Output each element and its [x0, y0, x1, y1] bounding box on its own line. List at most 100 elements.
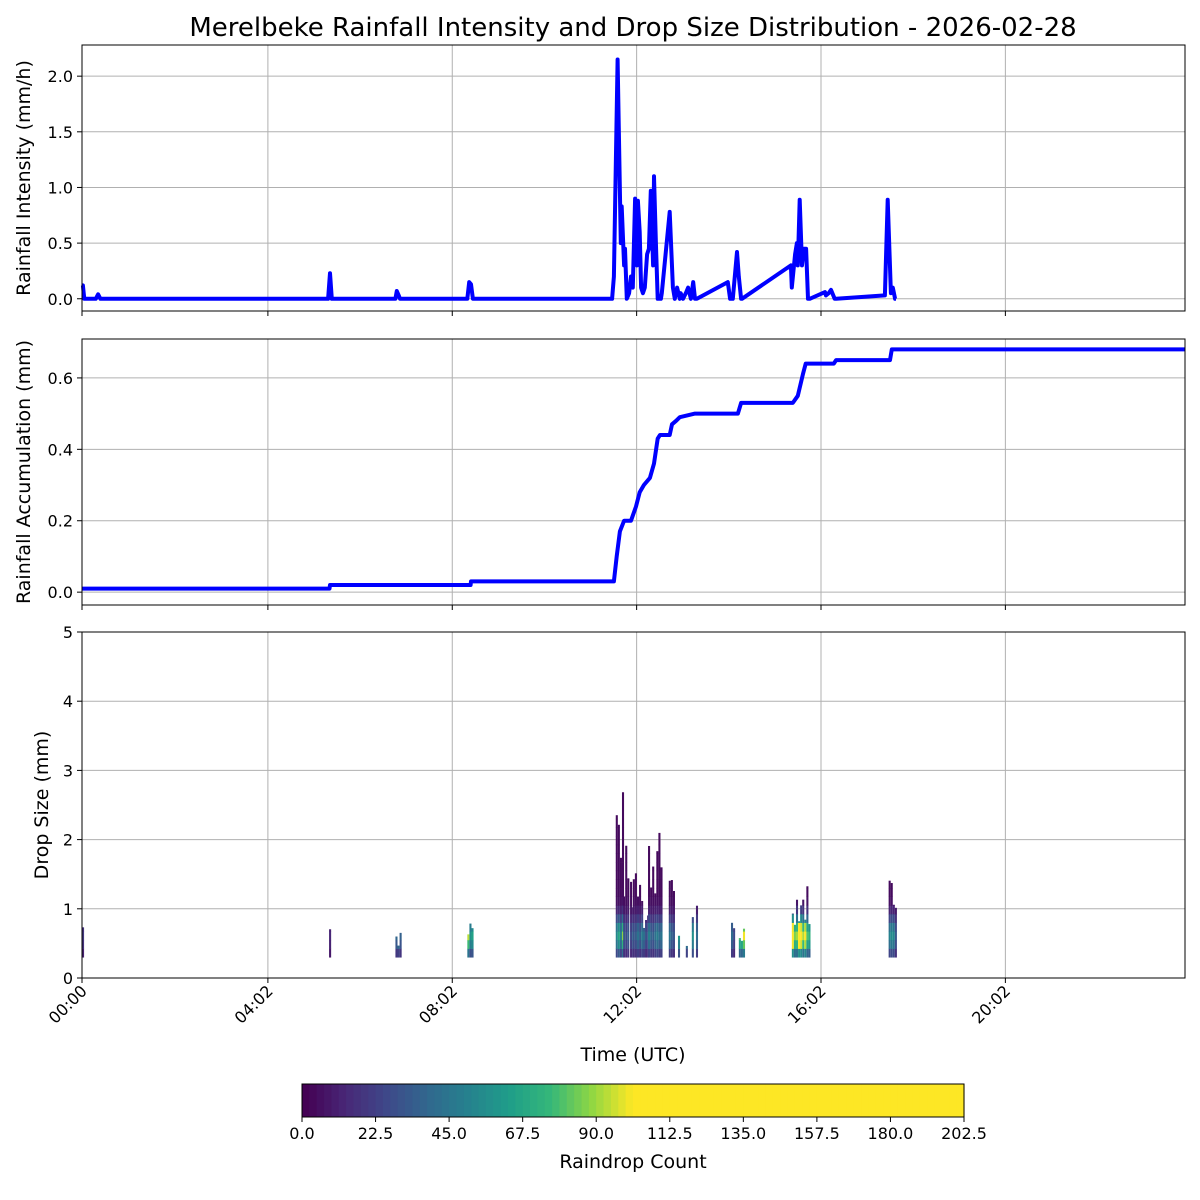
heatmap-cell — [691, 922, 694, 932]
colorbar: 0.0 22.5 45.0 67.5 90.0 112.5 135.0 157.5 180.0 2… — [289, 1083, 987, 1143]
colorbar-segment — [434, 1084, 443, 1117]
colorbar-segment — [390, 1084, 399, 1117]
heatmap-cell — [806, 922, 809, 932]
colorbar-segment — [787, 1084, 796, 1117]
heatmap-cell — [806, 888, 809, 897]
heatmap-cell — [740, 948, 743, 958]
heatmap-cell — [890, 939, 893, 949]
y-tick-label: 0.4 — [48, 440, 73, 459]
heatmap-cell — [617, 824, 620, 828]
heatmap-cell — [730, 948, 734, 958]
heatmap-cell — [636, 939, 640, 949]
heatmap-cell — [808, 924, 811, 932]
heatmap-cell — [691, 931, 694, 941]
colorbar-segment — [552, 1084, 561, 1117]
chart-title: Merelbeke Rainfall Intensity and Drop Si… — [189, 13, 1076, 43]
colorbar-segment — [691, 1084, 700, 1117]
heatmap-cell — [658, 870, 661, 880]
heatmap-cell — [670, 913, 673, 923]
colorbar-segment — [780, 1084, 789, 1117]
heatmap-cell — [648, 931, 651, 941]
colorbar-segment — [581, 1084, 590, 1117]
colorbar-segment — [427, 1084, 435, 1117]
heatmap-cell — [630, 948, 633, 958]
heatmap-cell — [670, 905, 673, 915]
heatmap-cell — [642, 948, 646, 958]
heatmap-cell — [615, 931, 618, 941]
y-tick-label: 0.6 — [48, 369, 73, 388]
x-tick-label: 20:02 — [968, 981, 1014, 1027]
colorbar-segment — [816, 1084, 825, 1117]
heatmap-cell — [791, 922, 794, 932]
intensity-line — [80, 57, 898, 301]
colorbar-segment — [794, 1084, 803, 1117]
heatmap-cell — [892, 922, 895, 932]
colorbar-segment — [706, 1084, 715, 1117]
heatmap-cell — [615, 862, 618, 872]
heatmap-cell — [888, 888, 891, 897]
heatmap-cell — [730, 939, 734, 949]
heatmap-cell — [627, 878, 630, 880]
colorbar-segment — [618, 1084, 627, 1117]
heatmap-cell — [634, 879, 637, 889]
heatmap-cell — [806, 905, 809, 915]
colorbar-segment — [338, 1084, 347, 1117]
heatmap-cell — [892, 904, 895, 906]
heatmap-cell — [645, 922, 648, 932]
heatmap-cell — [656, 879, 659, 889]
heatmap-cell — [329, 948, 332, 958]
heatmap-cell — [617, 879, 620, 889]
heatmap-cell — [615, 939, 618, 949]
heatmap-cell — [800, 948, 803, 958]
heatmap-cell — [632, 922, 635, 932]
heatmap-cell — [892, 948, 895, 958]
colorbar-segment — [368, 1084, 377, 1117]
heatmap-cell — [469, 931, 472, 941]
heatmap-cell — [615, 844, 618, 854]
heatmap-cell — [660, 939, 663, 949]
heatmap-cell — [672, 896, 675, 906]
heatmap-cell — [625, 862, 628, 872]
heatmap-cell — [632, 879, 635, 889]
colorbar-segment — [927, 1084, 936, 1117]
heatmap-cell — [469, 923, 472, 932]
heatmap-cell — [645, 939, 648, 949]
heatmap-cell — [648, 922, 651, 932]
y-tick-label: 1 — [63, 900, 73, 919]
heatmap-cell — [802, 922, 805, 932]
heatmap-cell — [654, 948, 657, 958]
heatmap-cell — [627, 888, 630, 897]
heatmap-cell — [639, 905, 642, 915]
colorbar-segment — [875, 1084, 884, 1117]
heatmap-cell — [621, 836, 625, 846]
drop-size-event — [467, 923, 474, 958]
drop-size-event — [691, 917, 694, 958]
heatmap-cell — [471, 939, 474, 949]
heatmap-cell — [642, 927, 646, 932]
heatmap-cell — [634, 948, 637, 958]
drop-size-event — [791, 886, 811, 958]
heatmap-cell — [471, 928, 474, 932]
heatmap-cell — [654, 896, 657, 906]
heatmap-cell — [625, 879, 628, 889]
heatmap-cell — [654, 905, 657, 915]
heatmap-cell — [658, 913, 661, 923]
colorbar-segment — [838, 1084, 847, 1117]
heatmap-cell — [627, 913, 630, 923]
heatmap-cell — [658, 862, 661, 872]
heatmap-cell — [802, 931, 805, 941]
heatmap-cell — [660, 870, 663, 880]
drop-size-event — [668, 880, 675, 958]
colorbar-tick-label: 22.5 — [358, 1124, 394, 1143]
colorbar-segment — [713, 1084, 722, 1117]
heatmap-cell — [627, 922, 630, 932]
heatmap-cell — [806, 886, 809, 889]
x-tick-label: 12:02 — [599, 981, 645, 1027]
heatmap-cell — [623, 896, 626, 897]
heatmap-cell — [615, 818, 618, 828]
heatmap-cell — [802, 905, 805, 915]
heatmap-cell — [625, 853, 628, 863]
heatmap-cell — [668, 948, 671, 958]
y-tick-label: 0 — [63, 969, 73, 988]
heatmap-cell — [639, 913, 642, 923]
